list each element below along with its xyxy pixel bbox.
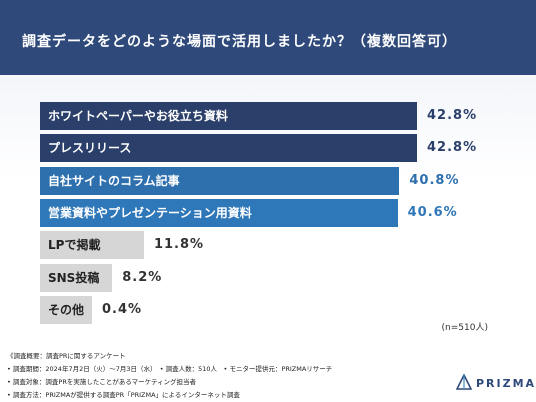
bar-label: 自社サイトのコラム記事 [48,173,180,188]
bar-value-label: 8.2% [122,269,163,285]
header-banner: 調査データをどのような場面で活用しましたか？（複数回答可） [0,0,536,75]
bar-chart: ホワイトペーパーやお役立ち資料 42.8% プレスリリース 42.8% 自社サイトのコラ… [0,75,536,343]
logo-text: PRIZMA [476,377,536,390]
bar-label: LPで掲載 [48,238,101,253]
sample-size-note: (n=510人) [441,323,488,333]
bar [40,295,92,324]
bar-label: SNS投稿 [48,270,100,285]
bar [40,134,417,163]
survey-footer: 《調査概要：調査PRに関するアンケート • 調査期間：2024年7月2日（火）〜… [0,343,536,402]
bar-label: 営業資料やプレゼンテーション用資料 [48,205,252,220]
bar-label: ホワイトペーパーやお役立ち資料 [48,109,228,123]
bar-label: プレスリリース [48,141,132,156]
bar-value-label: 40.6% [407,204,458,220]
prizma-logo: PRIZMA [456,374,534,394]
bar [40,231,144,260]
bar-value-label: 42.8% [427,140,478,156]
bar-value-label: 40.8% [409,172,460,188]
bar-value-label: 42.8% [427,108,478,123]
footer-line: 《調査概要：調査PRに関するアンケート [7,352,126,360]
chart-title: 調査データをどのような場面で活用しましたか？（複数回答可） [22,34,457,50]
footer-line: • 調査期間：2024年7月2日（火）〜7月3日（水） • 調査人数：510人 … [7,365,333,373]
bar [40,263,113,292]
footer-line: • 調査方法：PRIZMAが提供する調査PR「PRIZMA」によるインターネット… [7,391,240,399]
bar [40,102,417,130]
bar-value-label: 11.8% [153,237,205,253]
bar [40,198,398,227]
bar-label: その他 [48,302,85,317]
footer-line: • 調査対象：調査PRを実施したことがあるマーケティング担当者 [7,378,197,386]
bar-value-label: 0.4% [102,301,143,317]
bar [40,166,400,195]
prism-icon [456,374,472,390]
